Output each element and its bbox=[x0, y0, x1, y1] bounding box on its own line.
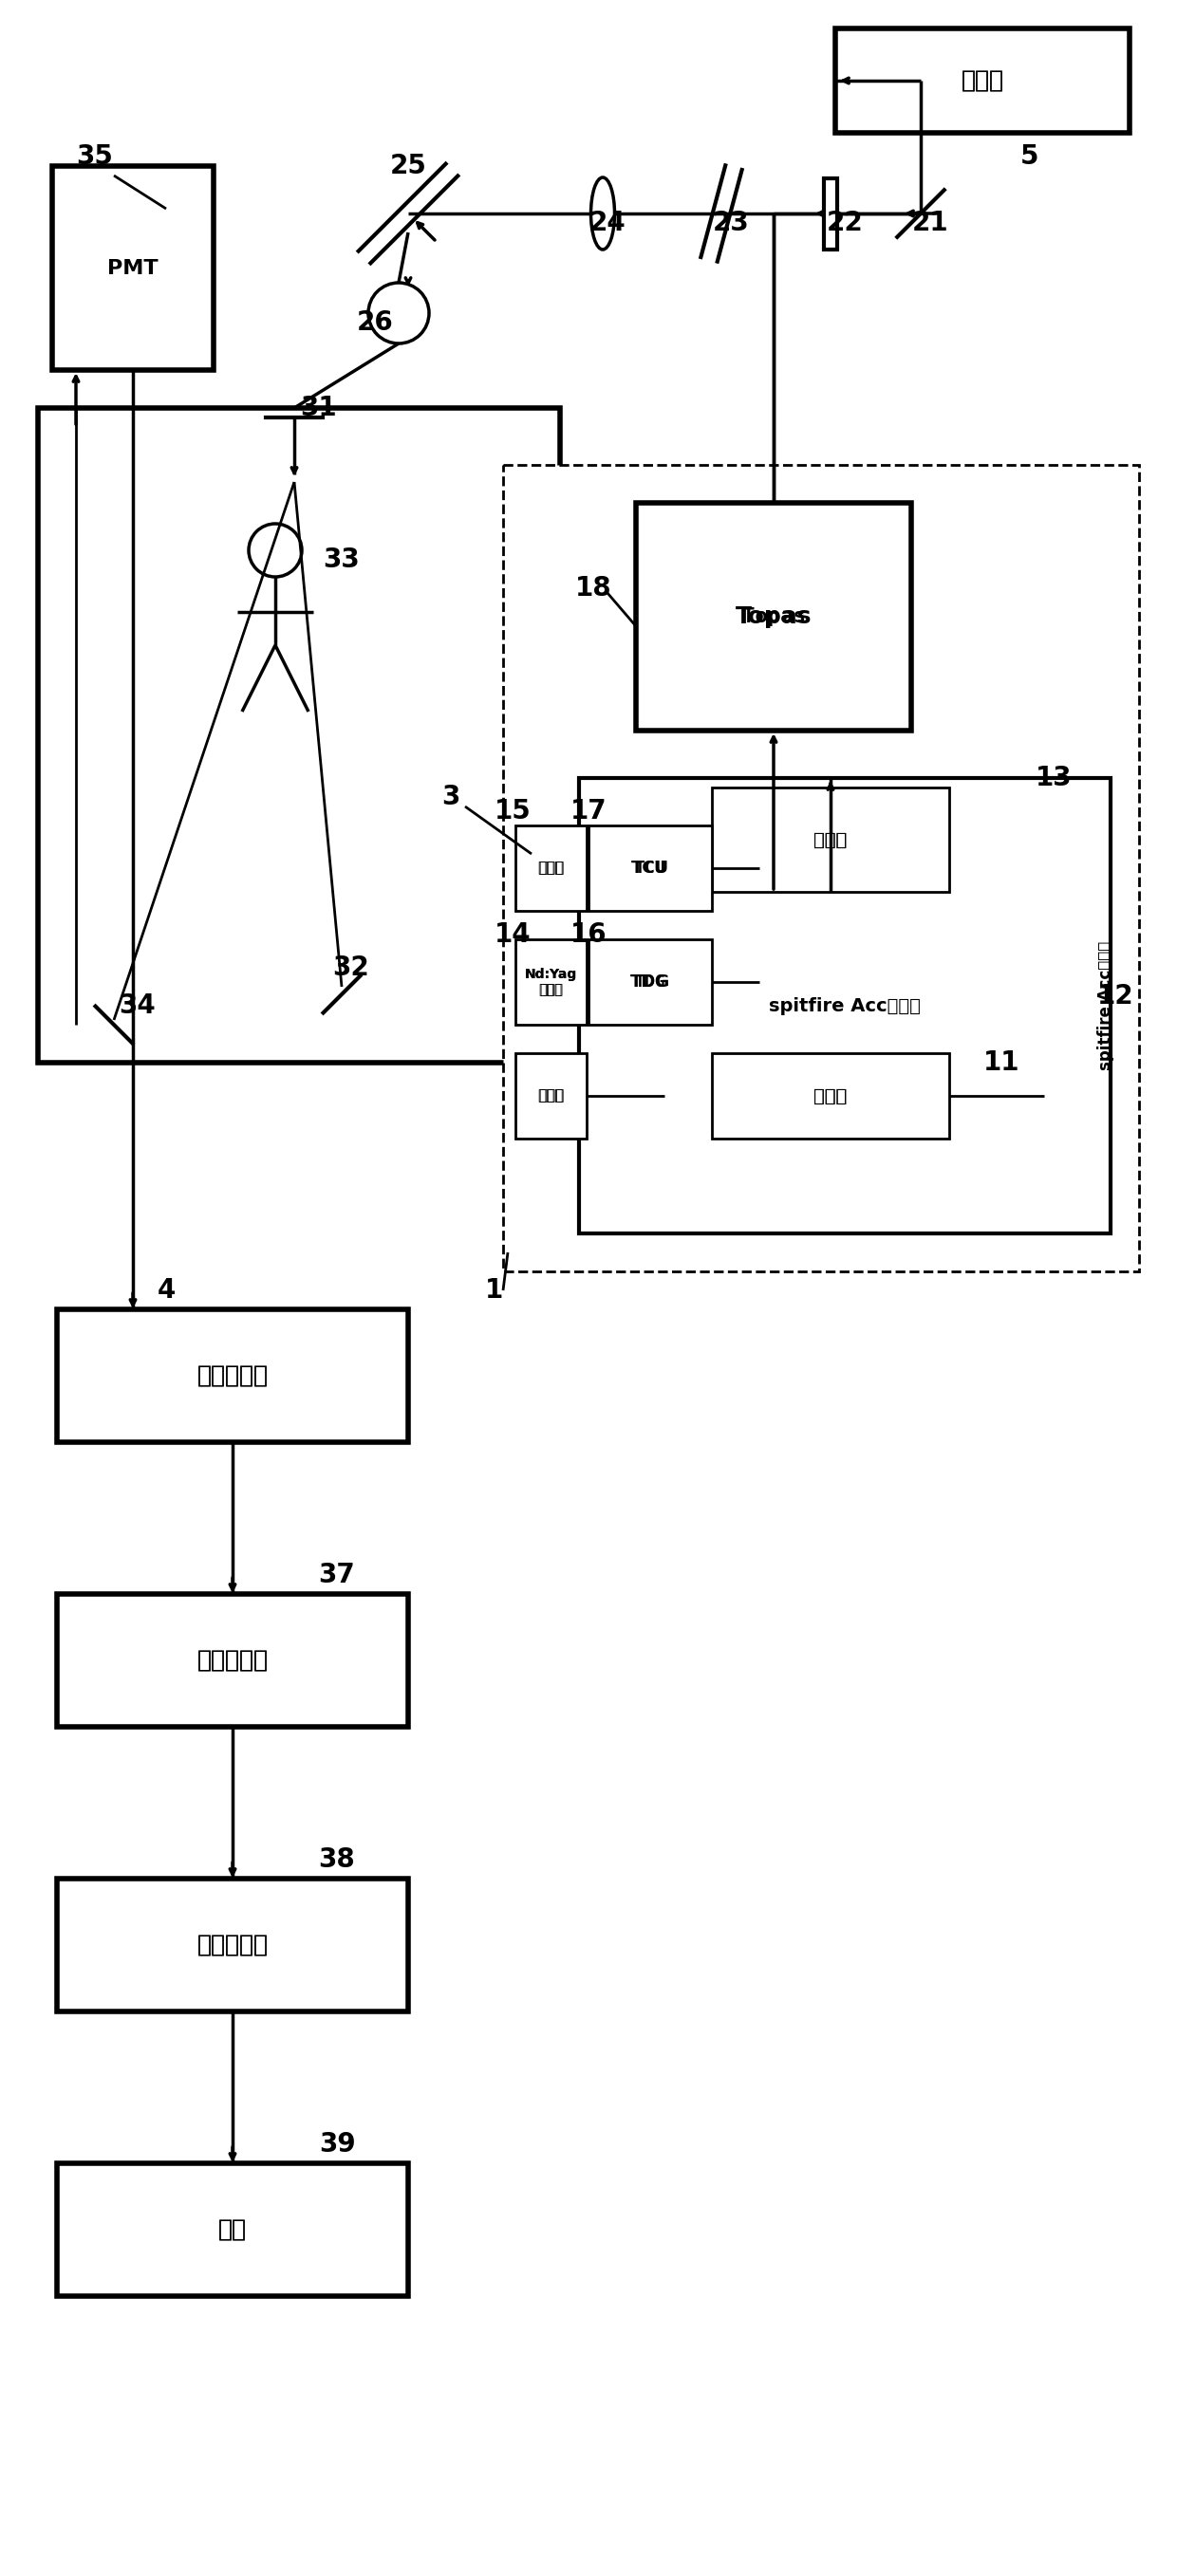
Text: 泵浦源: 泵浦源 bbox=[538, 1090, 564, 1103]
Text: 26: 26 bbox=[357, 309, 393, 335]
Text: 5: 5 bbox=[1020, 144, 1039, 170]
Text: 25: 25 bbox=[390, 152, 426, 180]
Text: 压缩器: 压缩器 bbox=[813, 829, 847, 848]
Text: Topas: Topas bbox=[742, 608, 805, 626]
Text: 15: 15 bbox=[494, 799, 531, 824]
Text: 电子学系统: 电子学系统 bbox=[197, 1935, 268, 1955]
Text: 锁相放大器: 锁相放大器 bbox=[197, 1365, 268, 1386]
Text: TDG: TDG bbox=[634, 974, 666, 992]
Bar bbox=[636, 502, 911, 732]
Bar bbox=[56, 2164, 408, 2295]
Bar bbox=[52, 165, 213, 371]
Bar bbox=[56, 1878, 408, 2012]
Text: 39: 39 bbox=[319, 2130, 355, 2159]
Text: Topas: Topas bbox=[736, 605, 812, 629]
Text: 电脑: 电脑 bbox=[218, 2218, 247, 2241]
Text: 腔模器: 腔模器 bbox=[813, 1087, 847, 1105]
Bar bbox=[588, 824, 712, 912]
Text: 24: 24 bbox=[590, 209, 626, 237]
Text: 13: 13 bbox=[1036, 765, 1072, 791]
Text: 1: 1 bbox=[485, 1278, 503, 1303]
Text: Nd:Yag
种子光: Nd:Yag 种子光 bbox=[525, 969, 577, 997]
Text: 4: 4 bbox=[157, 1278, 175, 1303]
Text: TDG: TDG bbox=[630, 974, 670, 992]
Text: 11: 11 bbox=[983, 1048, 1019, 1077]
Text: 光谱仪: 光谱仪 bbox=[962, 70, 1004, 93]
Text: 32: 32 bbox=[333, 956, 370, 981]
Text: 电脑: 电脑 bbox=[218, 2218, 247, 2241]
Text: 23: 23 bbox=[712, 209, 750, 237]
Bar bbox=[824, 178, 837, 250]
Text: 18: 18 bbox=[574, 574, 612, 603]
Text: 3: 3 bbox=[441, 783, 460, 811]
Text: 电子学系统: 电子学系统 bbox=[197, 1935, 268, 1955]
Text: 振荡源: 振荡源 bbox=[538, 860, 564, 876]
Bar bbox=[503, 464, 1139, 1273]
Text: 38: 38 bbox=[319, 1847, 355, 1873]
Text: spitfire Acc放大器: spitfire Acc放大器 bbox=[1097, 940, 1115, 1072]
Text: spitfire Acc放大器: spitfire Acc放大器 bbox=[769, 997, 920, 1015]
Text: 压缩器: 压缩器 bbox=[813, 829, 847, 848]
Text: 33: 33 bbox=[324, 546, 360, 572]
Text: 电压变化器: 电压变化器 bbox=[197, 1649, 268, 1672]
Text: 光谱仪: 光谱仪 bbox=[962, 70, 1004, 93]
Text: 31: 31 bbox=[300, 394, 337, 422]
Text: 电压变化器: 电压变化器 bbox=[197, 1649, 268, 1672]
Bar bbox=[516, 940, 586, 1025]
Ellipse shape bbox=[591, 178, 614, 250]
Text: TCU: TCU bbox=[631, 860, 670, 876]
Text: TCU: TCU bbox=[634, 860, 666, 876]
Text: 21: 21 bbox=[912, 209, 949, 237]
Text: 35: 35 bbox=[77, 144, 113, 170]
Text: 17: 17 bbox=[570, 799, 607, 824]
Text: 泵浦源: 泵浦源 bbox=[538, 1090, 564, 1103]
Text: 锁相放大器: 锁相放大器 bbox=[197, 1365, 268, 1386]
Text: 12: 12 bbox=[1097, 984, 1133, 1010]
Text: 34: 34 bbox=[119, 992, 157, 1020]
Text: 16: 16 bbox=[570, 922, 607, 948]
Bar bbox=[579, 778, 1111, 1234]
Text: Nd:Yag
种子光: Nd:Yag 种子光 bbox=[524, 969, 577, 997]
Bar bbox=[516, 824, 586, 912]
Bar bbox=[712, 788, 949, 891]
Bar bbox=[56, 1309, 408, 1443]
Bar bbox=[516, 1054, 586, 1139]
Text: 37: 37 bbox=[319, 1561, 355, 1589]
Bar bbox=[712, 1054, 949, 1139]
Text: 腔模器: 腔模器 bbox=[813, 1087, 847, 1105]
Text: PMT: PMT bbox=[107, 260, 159, 278]
Bar bbox=[588, 940, 712, 1025]
Bar bbox=[38, 407, 560, 1064]
Bar bbox=[836, 28, 1130, 134]
Text: 振荡源: 振荡源 bbox=[538, 860, 564, 876]
Text: 22: 22 bbox=[826, 209, 863, 237]
Bar bbox=[56, 1595, 408, 1726]
Text: 14: 14 bbox=[494, 922, 531, 948]
